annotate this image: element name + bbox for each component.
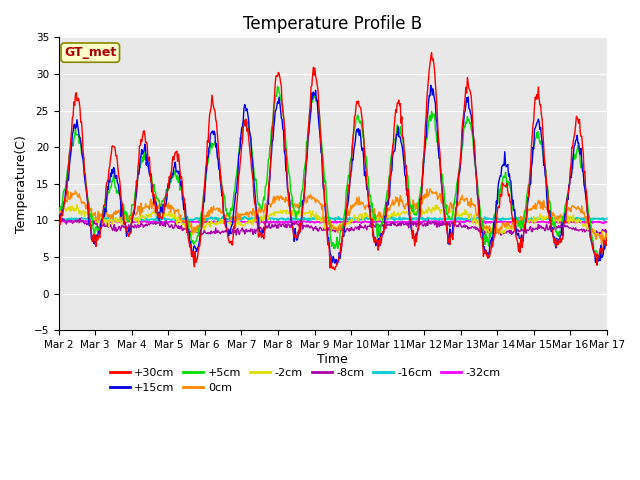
- Y-axis label: Temperature(C): Temperature(C): [15, 135, 28, 233]
- X-axis label: Time: Time: [317, 353, 348, 366]
- Legend: +30cm, +15cm, +5cm, 0cm, -2cm, -8cm, -16cm, -32cm: +30cm, +15cm, +5cm, 0cm, -2cm, -8cm, -16…: [106, 363, 506, 398]
- Title: Temperature Profile B: Temperature Profile B: [243, 15, 422, 33]
- Text: GT_met: GT_met: [64, 46, 116, 59]
